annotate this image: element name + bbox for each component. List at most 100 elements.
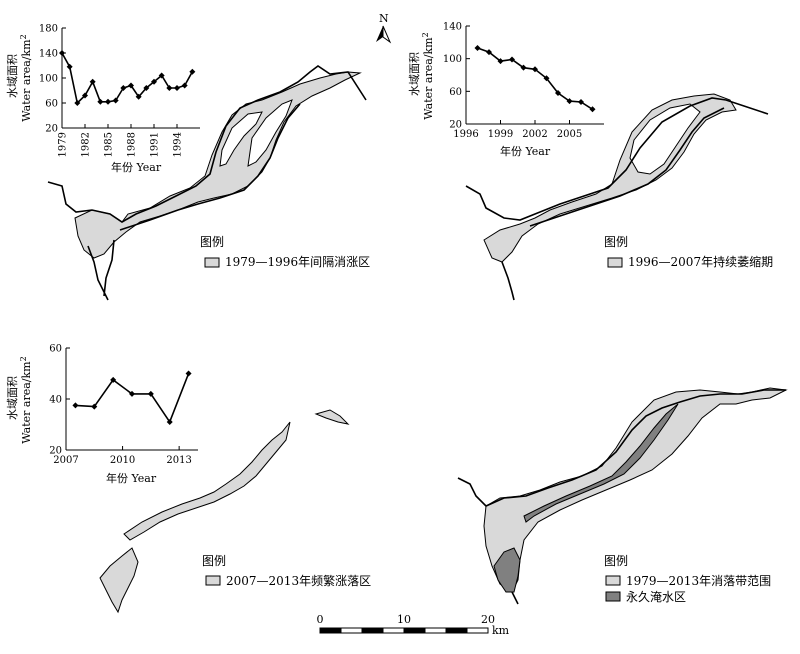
chart-b-x-ticks: 1996 1999 2002 2005 — [453, 120, 582, 140]
data-point — [486, 49, 492, 56]
north-arrow-icon — [376, 26, 383, 42]
x-tick-label: 1996 — [453, 129, 478, 140]
legend-a-swatch — [204, 257, 220, 268]
legend-a-title: 图例 — [200, 235, 224, 249]
panel-a-river-channel — [119, 103, 301, 231]
panel-b-map — [465, 93, 769, 301]
scale-unit: km — [492, 624, 510, 637]
data-point — [543, 75, 550, 82]
legend-a-label: 1979—1996年间隔消涨区 — [225, 254, 370, 269]
panel-a-river-south — [87, 239, 115, 301]
x-tick-label: 2005 — [557, 129, 582, 140]
data-point — [59, 50, 65, 56]
legend-d-swatch-1 — [605, 575, 621, 586]
data-point — [147, 390, 154, 397]
legend-b-swatch — [607, 257, 623, 268]
x-tick-label: 2007 — [53, 455, 78, 466]
data-point — [97, 98, 104, 105]
data-point — [520, 64, 527, 71]
scale-segment — [466, 627, 489, 634]
x-tick-label: 1985 — [104, 132, 115, 157]
legend-c: 图例 2007—2013年频繁涨落区 — [202, 554, 371, 588]
panel-d-permanent-water — [493, 547, 521, 593]
panel-c-drawdown-east — [314, 409, 350, 425]
legend-d-swatch-2 — [605, 591, 621, 602]
y-tick-label: 20 — [45, 124, 58, 135]
data-point — [185, 370, 192, 377]
data-point — [82, 92, 88, 99]
data-point — [89, 78, 96, 85]
y-tick-label: 20 — [449, 120, 462, 131]
scale-segments — [319, 627, 489, 634]
series-line — [75, 373, 190, 424]
chart-a-x-label: 年份 Year — [111, 160, 162, 174]
panel-d-permanent-water-channel — [523, 403, 679, 523]
north-arrow-label: N — [379, 12, 389, 25]
chart-a-x-ticks: 1979 1982 1985 1988 1991 1994 — [58, 124, 184, 157]
panel-a-map — [47, 65, 367, 301]
panel-d-river-main — [457, 389, 786, 507]
north-arrow: N — [376, 12, 392, 44]
series-line — [477, 47, 593, 110]
chart-c-x-label: 年份 Year — [106, 471, 157, 485]
legend-c-swatch — [205, 575, 221, 586]
y-tick-label: 140 — [39, 49, 58, 60]
data-point — [112, 97, 119, 104]
legend-d-title: 图例 — [604, 554, 628, 568]
chart-c-y-label-en: Water area/km2 — [19, 356, 33, 443]
chart-c-series — [72, 370, 192, 425]
legend-d-label-1: 1979—2013年消落带范围 — [626, 574, 771, 588]
data-point — [74, 100, 81, 106]
panel-b-river-main — [465, 97, 769, 221]
data-point — [128, 82, 134, 89]
data-point — [143, 85, 150, 91]
chart-c-y-label-cn: 水域面积 — [6, 376, 19, 420]
scale-bar: 0 10 20 km — [317, 613, 510, 637]
chart-b-y-ticks: 20 60 100 140 — [443, 22, 470, 131]
panel-a-river-north — [47, 65, 367, 223]
chart-b-x-label: 年份 Year — [500, 144, 551, 158]
scale-tick-20: 20 — [481, 613, 495, 626]
y-tick-label: 60 — [49, 344, 62, 355]
panel-b-inner-water — [629, 103, 701, 175]
x-tick-label: 1982 — [81, 132, 92, 157]
series-line — [61, 52, 193, 105]
legend-c-label: 2007—2013年频繁涨落区 — [226, 573, 371, 588]
x-tick-label: 2010 — [110, 455, 135, 466]
y-tick-label: 20 — [49, 446, 62, 457]
data-point — [509, 56, 515, 63]
y-tick-label: 60 — [45, 99, 58, 110]
x-tick-label: 1991 — [150, 132, 161, 157]
panel-d-map — [457, 387, 788, 605]
data-point — [474, 45, 481, 52]
data-point — [497, 58, 504, 65]
x-tick-label: 2013 — [166, 455, 191, 466]
chart-a-y-label-cn: 水域面积 — [6, 54, 19, 98]
legend-d-label-2: 永久淹水区 — [626, 590, 686, 604]
scale-segment — [424, 627, 447, 634]
y-tick-label: 100 — [443, 54, 462, 65]
chart-a: 20 60 100 140 180 1979 1982 1985 1988 1991 1994 年… — [6, 24, 200, 174]
data-point — [166, 418, 173, 425]
chart-c-x-ticks: 2007 2010 2013 — [53, 446, 192, 466]
legend-a: 图例 1979—1996年间隔消涨区 — [200, 235, 370, 269]
y-tick-label: 180 — [39, 24, 58, 35]
data-point — [120, 85, 127, 91]
panel-c-map — [99, 409, 350, 614]
panel-c-drawdown-south — [99, 547, 139, 614]
chart-b-series — [474, 45, 596, 113]
chart-c: 20 40 60 2007 2010 2013 年份 Year 水域面积 Water a… — [6, 344, 198, 485]
data-point — [189, 68, 196, 75]
data-point — [91, 403, 98, 410]
data-point — [578, 98, 584, 105]
data-point — [66, 63, 73, 70]
data-point — [135, 93, 142, 100]
legend-b: 图例 1996—2007年持续萎缩期 — [604, 235, 773, 269]
chart-b-y-label-cn: 水域面积 — [408, 52, 421, 96]
x-tick-label: 1999 — [488, 129, 513, 140]
data-point — [555, 89, 561, 96]
legend-b-title: 图例 — [604, 235, 628, 249]
panel-d-drawdown-range — [483, 387, 788, 593]
chart-c-y-ticks: 20 40 60 — [49, 344, 70, 457]
data-point — [72, 402, 79, 409]
